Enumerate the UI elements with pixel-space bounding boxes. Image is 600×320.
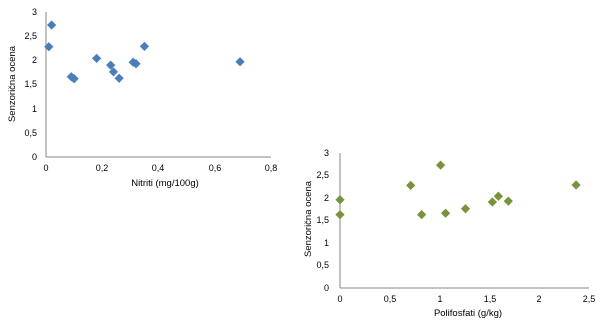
x-tick-label: 1	[437, 294, 442, 304]
y-tick-labels: 0 0,5 1 1,5 2 2,5 3	[316, 148, 329, 293]
y-tick-labels: 0 0,5 1 1,5 2 2,5 3	[24, 7, 37, 162]
data-point	[335, 195, 345, 205]
x-tick-label: 1,5	[484, 294, 497, 304]
y-tick-label: 2,5	[24, 31, 37, 41]
data-point	[44, 42, 54, 52]
x-tick-label: 0,2	[96, 163, 109, 173]
y-tick-label: 1,5	[24, 79, 37, 89]
data-point	[47, 20, 57, 30]
x-axis-title: Polifosfati (g/kg)	[434, 308, 502, 319]
data-point	[106, 60, 116, 70]
x-tick-label: 0	[337, 294, 342, 304]
data-points	[44, 20, 245, 84]
data-point	[406, 180, 416, 191]
x-axis-title: Nitriti (mg/100g)	[131, 178, 199, 189]
y-tick-label: 0	[324, 283, 329, 293]
data-point	[417, 210, 427, 220]
y-tick-label: 1	[32, 104, 37, 114]
y-axis-title: Senzorična ocena	[7, 45, 18, 122]
data-point	[460, 204, 471, 214]
x-tick-label: 0	[43, 163, 48, 173]
y-tick-label: 3	[324, 148, 329, 158]
chart-polifosfati: 0 0,5 1 1,5 2 2,5 3 0 0,5 1 1,5 2 2,5 Po…	[303, 148, 595, 319]
x-tick-labels: 0 0,2 0,4 0,6 0,8	[43, 163, 277, 173]
data-point	[92, 53, 102, 64]
data-point	[139, 41, 150, 51]
y-tick-label: 0,5	[316, 260, 329, 270]
data-point	[493, 191, 503, 201]
y-axis-title: Senzorična ocena	[303, 180, 314, 257]
chart-nitriti: 0 0,5 1 1,5 2 2,5 3 0 0,2 0,4 0,6 0,8 Ni…	[7, 7, 277, 189]
data-point	[503, 196, 513, 206]
data-point	[335, 210, 345, 220]
data-point	[435, 160, 446, 170]
y-tick-label: 3	[32, 7, 37, 17]
y-tick-label: 1,5	[316, 215, 329, 225]
x-tick-label: 0,6	[209, 163, 222, 173]
data-point	[114, 73, 124, 83]
y-tick-label: 2	[324, 193, 329, 203]
y-tick-label: 0	[32, 152, 37, 162]
data-point	[571, 180, 581, 190]
x-tick-label: 2,5	[583, 294, 596, 304]
x-tick-label: 2	[536, 294, 541, 304]
data-point	[235, 57, 245, 67]
data-point	[108, 67, 119, 77]
y-tick-label: 2	[32, 55, 37, 65]
data-point	[487, 197, 498, 207]
x-tick-label: 0,8	[265, 163, 278, 173]
y-tick-label: 1	[324, 238, 329, 248]
y-tick-label: 0,5	[24, 128, 37, 138]
x-tick-label: 0,4	[152, 163, 165, 173]
x-tick-label: 0,5	[384, 294, 397, 304]
data-point	[440, 208, 451, 218]
data-points	[335, 160, 581, 220]
data-point	[69, 74, 79, 84]
y-tick-label: 2,5	[316, 170, 329, 180]
x-tick-labels: 0 0,5 1 1,5 2 2,5	[337, 294, 595, 304]
data-point	[131, 59, 141, 69]
